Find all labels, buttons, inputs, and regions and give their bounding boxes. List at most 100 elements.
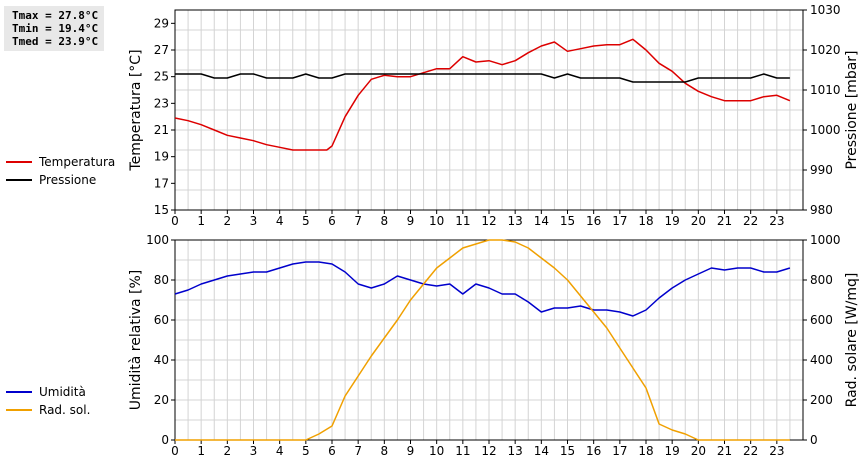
x-tick-label: 1 — [197, 214, 205, 228]
x-tick-label: 3 — [250, 214, 258, 228]
stats-box: Tmax = 27.8°C Tmin = 19.4°C Tmed = 23.9°… — [4, 6, 105, 51]
legend-swatch-rad-sol — [6, 409, 32, 411]
y-left-tick-label: 100 — [146, 233, 169, 247]
x-tick-label: 2 — [224, 444, 232, 458]
x-tick-label: 22 — [743, 444, 758, 458]
x-tick-label: 18 — [638, 214, 653, 228]
legend-swatch-temperatura — [6, 161, 32, 163]
y-right-tick-label: 1010 — [810, 83, 841, 97]
x-tick-label: 8 — [381, 444, 389, 458]
bottom-chart-legend: Umidità Rad. sol. — [6, 383, 90, 419]
x-tick-label: 20 — [691, 444, 706, 458]
x-tick-label: 0 — [171, 444, 179, 458]
legend-item-pressione: Pressione — [6, 171, 115, 189]
legend-item-umidita: Umidità — [6, 383, 90, 401]
x-tick-label: 23 — [769, 214, 784, 228]
series-line-pressione — [175, 73, 790, 83]
y-right-tick-label: 200 — [810, 393, 833, 407]
y-right-tick-label: 990 — [810, 163, 833, 177]
x-tick-label: 10 — [429, 444, 444, 458]
series-line-umidita — [174, 261, 791, 317]
x-tick-label: 19 — [665, 444, 680, 458]
x-tick-label: 18 — [638, 444, 653, 458]
y-left-tick-label: 23 — [154, 96, 169, 110]
x-tick-label: 13 — [508, 214, 523, 228]
humidity-radiation-panel: 0 1 2 3 4 5 6 7 8 9 10 11 12 13 14 15 16 17 18 19 20 21 22 2302… — [128, 233, 860, 458]
x-tick-label: 14 — [534, 444, 549, 458]
x-tick-label: 5 — [302, 214, 310, 228]
x-tick-label: 0 — [171, 214, 179, 228]
y-right-tick-label: 1030 — [810, 3, 841, 17]
y-left-axis-label: Umidità relativa [%] — [128, 270, 144, 411]
legend-label-temperatura: Temperatura — [39, 155, 116, 169]
y-left-tick-label: 60 — [154, 313, 169, 327]
y-left-tick-label: 19 — [154, 150, 169, 164]
x-tick-label: 1 — [197, 444, 205, 458]
y-left-axis-label: Temperatura [°C] — [128, 49, 144, 171]
x-tick-label: 17 — [612, 214, 627, 228]
x-tick-label: 22 — [743, 214, 758, 228]
y-right-tick-label: 400 — [810, 353, 833, 367]
x-tick-label: 7 — [354, 214, 362, 228]
x-tick-label: 11 — [455, 214, 470, 228]
x-tick-label: 12 — [481, 444, 496, 458]
y-left-tick-label: 80 — [154, 273, 169, 287]
y-right-tick-label: 980 — [810, 203, 833, 217]
top-chart-legend: Temperatura Pressione — [6, 153, 115, 189]
y-left-tick-label: 25 — [154, 70, 169, 84]
y-right-tick-label: 0 — [810, 433, 818, 447]
y-right-tick-label: 1020 — [810, 43, 841, 57]
y-left-tick-label: 27 — [154, 43, 169, 57]
y-left-tick-label: 0 — [161, 433, 169, 447]
x-tick-label: 5 — [302, 444, 310, 458]
x-tick-label: 6 — [328, 444, 336, 458]
series-line-temperatura — [174, 38, 791, 151]
x-tick-label: 11 — [455, 444, 470, 458]
x-tick-label: 7 — [354, 444, 362, 458]
y-right-tick-label: 1000 — [810, 123, 841, 137]
tmed-text: Tmed = 23.9°C — [12, 35, 99, 48]
x-tick-label: 21 — [717, 444, 732, 458]
x-tick-label: 12 — [481, 214, 496, 228]
x-tick-label: 4 — [276, 444, 284, 458]
y-right-axis-label: Pressione [mbar] — [844, 50, 860, 169]
y-left-tick-label: 29 — [154, 16, 169, 30]
x-tick-label: 17 — [612, 444, 627, 458]
legend-swatch-umidita — [6, 391, 32, 393]
x-tick-label: 20 — [691, 214, 706, 228]
x-tick-label: 8 — [381, 214, 389, 228]
tmin-text: Tmin = 19.4°C — [12, 22, 99, 35]
legend-label-pressione: Pressione — [39, 173, 97, 187]
y-right-tick-label: 800 — [810, 273, 833, 287]
x-tick-label: 9 — [407, 444, 415, 458]
y-right-tick-label: 600 — [810, 313, 833, 327]
x-tick-label: 23 — [769, 444, 784, 458]
x-tick-label: 16 — [586, 444, 601, 458]
x-tick-label: 15 — [560, 444, 575, 458]
y-left-tick-label: 17 — [154, 176, 169, 190]
x-tick-label: 6 — [328, 214, 336, 228]
temp-pressure-panel: 0 1 2 3 4 5 6 7 8 9 10 11 12 13 14 15 16 17 18 19 20 21 22 2315… — [128, 3, 860, 228]
x-tick-label: 19 — [665, 214, 680, 228]
x-tick-label: 15 — [560, 214, 575, 228]
y-left-tick-label: 21 — [154, 123, 169, 137]
y-left-tick-label: 15 — [154, 203, 169, 217]
x-tick-label: 16 — [586, 214, 601, 228]
x-tick-label: 13 — [508, 444, 523, 458]
x-tick-label: 14 — [534, 214, 549, 228]
x-tick-label: 4 — [276, 214, 284, 228]
x-tick-label: 3 — [250, 444, 258, 458]
x-tick-label: 10 — [429, 214, 444, 228]
legend-label-rad-sol: Rad. sol. — [39, 403, 91, 417]
legend-item-temperatura: Temperatura — [6, 153, 115, 171]
legend-label-umidita: Umidità — [39, 385, 86, 399]
y-left-tick-label: 40 — [154, 353, 169, 367]
x-tick-label: 2 — [224, 214, 232, 228]
legend-swatch-pressione — [6, 179, 32, 181]
y-right-tick-label: 1000 — [810, 233, 841, 247]
x-tick-label: 9 — [407, 214, 415, 228]
series-line-rad-sol — [175, 239, 790, 441]
x-tick-label: 21 — [717, 214, 732, 228]
tmax-text: Tmax = 27.8°C — [12, 9, 99, 22]
